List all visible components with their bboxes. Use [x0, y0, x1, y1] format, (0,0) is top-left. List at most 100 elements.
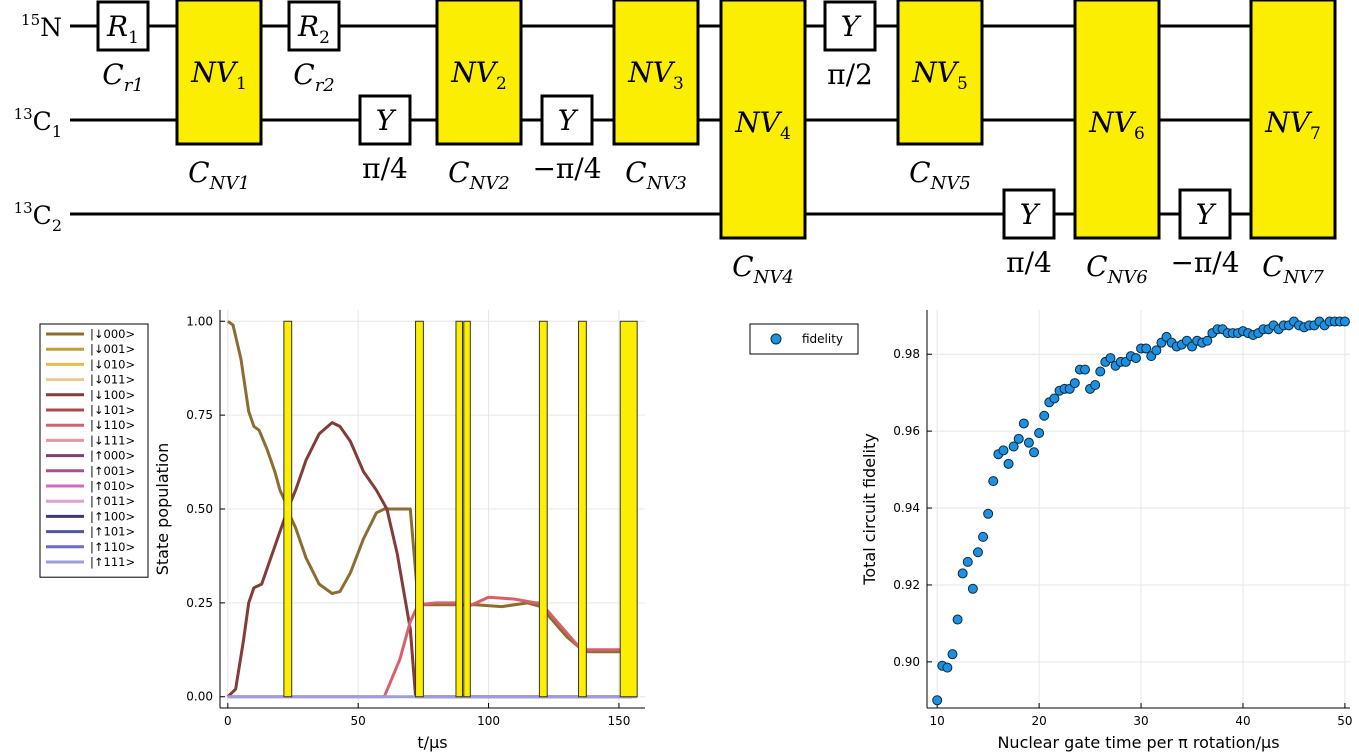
x-tick-label: 0	[224, 714, 232, 728]
gate-symbol: Y	[558, 104, 579, 137]
pulse-bar	[415, 320, 424, 698]
legend-entry: fidelity	[802, 332, 843, 346]
nv-gate	[896, 0, 984, 146]
nv-gate	[1073, 0, 1161, 240]
pulse-bar	[619, 320, 638, 698]
scatter-point	[942, 662, 953, 673]
y-tick-label: 1.00	[186, 314, 213, 328]
scatter-point	[1029, 447, 1040, 458]
gate-symbol: Y	[1020, 198, 1041, 231]
scatter-point	[1023, 437, 1034, 448]
legend-entry: |↓011>	[90, 373, 135, 387]
legend-entry: |↓100>	[90, 388, 135, 402]
nv-gate	[435, 0, 523, 146]
gate-symbol: NV5	[911, 56, 968, 94]
gate-caption: π/2	[827, 58, 873, 91]
x-tick-label: 50	[1337, 714, 1352, 728]
gate-caption: −π/4	[532, 152, 601, 185]
scatter-point	[1079, 364, 1090, 375]
gate-caption: −π/4	[1170, 246, 1239, 279]
pulse-bar	[538, 320, 548, 698]
y-axis-label: State population	[153, 443, 172, 576]
pulse-bar	[455, 320, 463, 698]
legend-entry: |↓001>	[90, 342, 135, 356]
scatter-point	[1008, 441, 1019, 452]
gate-symbol: Y	[376, 104, 397, 137]
wire-label: 15N	[21, 11, 62, 42]
scatter-point	[962, 556, 973, 567]
gate-caption: CNV5	[909, 156, 971, 194]
gate-caption: Cr2	[293, 58, 335, 96]
rotation-gate	[358, 94, 412, 146]
scatter-points	[932, 316, 1350, 706]
scatter-point	[967, 583, 978, 594]
gate-caption: CNV1	[188, 156, 250, 194]
x-axis-label: Nuclear gate time per π rotation/μs	[997, 733, 1279, 752]
scatter-point	[1095, 366, 1106, 377]
gate-symbol: R2	[297, 10, 330, 48]
scatter-point	[1141, 343, 1152, 354]
scatter-point	[988, 476, 999, 487]
gate-caption: π/4	[1006, 246, 1052, 279]
gate-caption: CNV2	[448, 156, 510, 194]
scatter-point	[1039, 410, 1050, 421]
scatter-point	[972, 547, 983, 558]
pulse-group	[283, 320, 638, 698]
gate-symbol: NV7	[1264, 106, 1321, 144]
scatter-point	[1049, 393, 1060, 404]
nv-gate	[612, 0, 700, 146]
scatter-point	[1202, 335, 1213, 346]
nv-gate	[175, 0, 263, 146]
y-tick-label: 0.98	[893, 347, 920, 361]
y-tick-label: 0.92	[893, 578, 920, 592]
rotation-gate	[287, 0, 341, 52]
gate-caption: π/4	[362, 152, 408, 185]
gate-caption: CNV7	[1262, 250, 1324, 288]
gate-caption: Cr1	[102, 58, 144, 96]
wire-label: 13C2	[14, 199, 62, 235]
legend-entry: |↑101>	[90, 525, 135, 539]
nv-gate	[719, 0, 807, 240]
fidelity-chart: 10 20 30 40 50 0.90 0.92 0.94 0.96 0.98 Nuclear ga…	[749, 310, 1353, 752]
gate-caption: CNV4	[732, 250, 794, 288]
legend-entry: |↓111>	[90, 433, 135, 447]
legend-box	[39, 323, 149, 578]
legend-entry: |↓110>	[90, 418, 135, 432]
x-tick-label: 40	[1235, 714, 1250, 728]
state-population-chart: 0 50 100 150 0.00 0.25 0.50 0.75 1.00 t/μs State p…	[39, 310, 645, 752]
x-tick-label: 20	[1031, 714, 1046, 728]
legend-entry: |↓101>	[90, 403, 135, 417]
rotation-gate	[96, 0, 150, 52]
x-tick-label: 100	[477, 714, 500, 728]
scatter-point	[1090, 379, 1101, 390]
rotation-gate	[1178, 188, 1232, 240]
gate-symbol: NV4	[734, 106, 791, 144]
legend: |↓000>|↓001>|↓010>|↓011>|↓100>|↓101>|↓11…	[39, 323, 149, 578]
gate-caption: CNV6	[1086, 250, 1148, 288]
scatter-point	[1034, 428, 1045, 439]
legend-entry: |↓000>	[90, 327, 135, 341]
legend-swatch	[770, 333, 782, 345]
scatter-point	[1069, 378, 1080, 389]
y-tick-label: 0.94	[893, 501, 920, 515]
scatter-point	[1013, 433, 1024, 444]
scatter-point	[978, 531, 989, 542]
scatter-point	[1105, 353, 1116, 364]
gate-symbol: Y	[841, 10, 862, 43]
rotation-gate	[540, 94, 594, 146]
quantum-circuit-diagram: 15N 13C1 13C2 R1 Cr1 NV1 CNV1 R2 Cr2 Yπ/4 NV2 CNV2 Y…	[14, 0, 1337, 288]
series-group	[226, 320, 638, 699]
scatter-point	[983, 508, 994, 519]
scatter-point	[998, 445, 1009, 456]
gate-symbol: NV2	[450, 56, 507, 94]
gate-symbol: NV6	[1088, 106, 1145, 144]
pulse-bar	[463, 320, 471, 698]
legend-entry: |↑111>	[90, 555, 135, 569]
rotation-gate	[1002, 188, 1056, 240]
wire-label: 13C1	[14, 105, 62, 141]
scatter-point	[1018, 418, 1029, 429]
x-tick-label: 10	[930, 714, 945, 728]
scatter-point	[1130, 353, 1141, 364]
gate-caption: CNV3	[625, 156, 687, 194]
legend-box	[749, 323, 859, 355]
